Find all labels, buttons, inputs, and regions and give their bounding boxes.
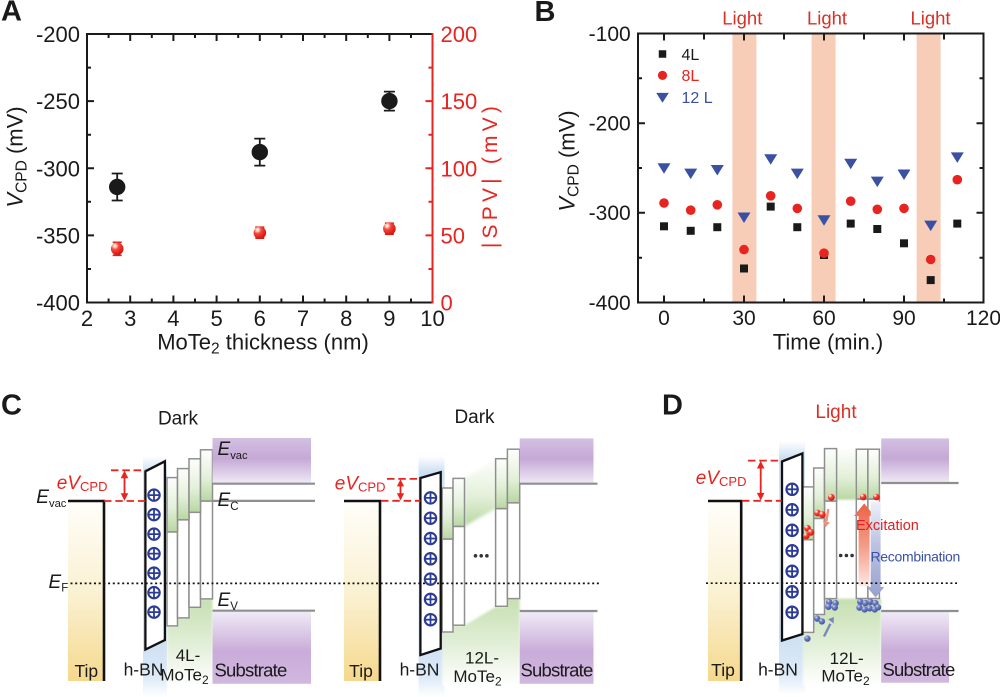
svg-text:-200: -200 bbox=[36, 22, 80, 47]
svg-text:0: 0 bbox=[441, 291, 453, 316]
svg-text:50: 50 bbox=[441, 223, 465, 248]
svg-text:C: C bbox=[1, 390, 22, 422]
svg-text:|SPV| (mV): |SPV| (mV) bbox=[479, 102, 502, 248]
svg-text:B: B bbox=[535, 0, 556, 28]
svg-text:MoTe2 thickness (nm): MoTe2 thickness (nm) bbox=[157, 330, 369, 358]
svg-text:8L: 8L bbox=[682, 68, 700, 85]
svg-text:A: A bbox=[1, 0, 22, 28]
svg-text:Light: Light bbox=[807, 8, 847, 29]
svg-text:12 L: 12 L bbox=[682, 90, 713, 107]
svg-text:-250: -250 bbox=[36, 89, 80, 114]
svg-text:-100: -100 bbox=[589, 23, 631, 46]
svg-text:Light: Light bbox=[722, 8, 762, 29]
svg-text:6: 6 bbox=[254, 306, 266, 331]
svg-text:eVCPD: eVCPD bbox=[57, 473, 108, 494]
svg-text:Substrate: Substrate bbox=[883, 659, 955, 680]
svg-text:200: 200 bbox=[441, 22, 478, 47]
svg-text:Recombination: Recombination bbox=[871, 549, 961, 565]
svg-text:Tip: Tip bbox=[349, 661, 373, 681]
svg-text:4: 4 bbox=[167, 306, 179, 331]
svg-text:-400: -400 bbox=[589, 292, 631, 315]
svg-text:12L-: 12L- bbox=[830, 649, 864, 668]
svg-text:Evac: Evac bbox=[218, 439, 249, 462]
svg-text:Tip: Tip bbox=[74, 661, 98, 681]
svg-text:60: 60 bbox=[812, 307, 835, 330]
svg-text:Substrate: Substrate bbox=[521, 660, 593, 681]
svg-text:EF: EF bbox=[49, 572, 69, 595]
svg-text:-300: -300 bbox=[36, 156, 80, 181]
svg-text:MoTe2: MoTe2 bbox=[160, 666, 209, 688]
svg-text:9: 9 bbox=[383, 306, 395, 331]
svg-text:h-BN: h-BN bbox=[124, 660, 164, 680]
svg-text:MoTe2: MoTe2 bbox=[821, 667, 870, 689]
svg-text:-200: -200 bbox=[589, 113, 631, 136]
svg-text:100: 100 bbox=[441, 156, 478, 181]
svg-text:Time (min.): Time (min.) bbox=[773, 330, 883, 355]
svg-text:12L-: 12L- bbox=[465, 649, 499, 668]
svg-text:8: 8 bbox=[340, 306, 352, 331]
svg-text:Evac: Evac bbox=[36, 487, 67, 510]
svg-text:-300: -300 bbox=[589, 202, 631, 225]
svg-text:120: 120 bbox=[966, 307, 1000, 330]
svg-text:Tip: Tip bbox=[711, 660, 735, 680]
svg-text:3: 3 bbox=[124, 306, 136, 331]
svg-text:Light: Light bbox=[815, 402, 857, 423]
svg-text:MoTe2: MoTe2 bbox=[453, 667, 502, 689]
svg-text:eVCPD: eVCPD bbox=[696, 468, 747, 489]
svg-text:Light: Light bbox=[910, 8, 950, 29]
svg-text:30: 30 bbox=[732, 307, 755, 330]
svg-text:4L: 4L bbox=[682, 47, 700, 64]
svg-text:D: D bbox=[662, 390, 683, 422]
svg-text:Dark: Dark bbox=[454, 407, 495, 428]
svg-text:Dark: Dark bbox=[158, 408, 199, 429]
svg-text:eVCPD: eVCPD bbox=[335, 474, 386, 495]
svg-text:h-BN: h-BN bbox=[758, 660, 798, 680]
svg-text:4L-: 4L- bbox=[176, 646, 201, 665]
svg-text:EV: EV bbox=[218, 590, 239, 613]
svg-text:-350: -350 bbox=[36, 223, 80, 248]
svg-text:0: 0 bbox=[658, 307, 670, 330]
svg-text:90: 90 bbox=[892, 307, 915, 330]
svg-text:VCPD (mV): VCPD (mV) bbox=[555, 110, 583, 211]
svg-text:Excitation: Excitation bbox=[856, 518, 919, 534]
svg-text:-400: -400 bbox=[36, 291, 80, 316]
svg-text:150: 150 bbox=[441, 89, 478, 114]
svg-text:VCPD (mV): VCPD (mV) bbox=[3, 106, 31, 207]
svg-text:5: 5 bbox=[210, 306, 222, 331]
svg-text:Substrate: Substrate bbox=[215, 660, 287, 681]
svg-text:h-BN: h-BN bbox=[400, 660, 440, 680]
svg-text:EC: EC bbox=[218, 490, 239, 513]
svg-text:7: 7 bbox=[297, 306, 309, 331]
svg-text:2: 2 bbox=[81, 306, 93, 331]
svg-text:10: 10 bbox=[420, 306, 444, 331]
